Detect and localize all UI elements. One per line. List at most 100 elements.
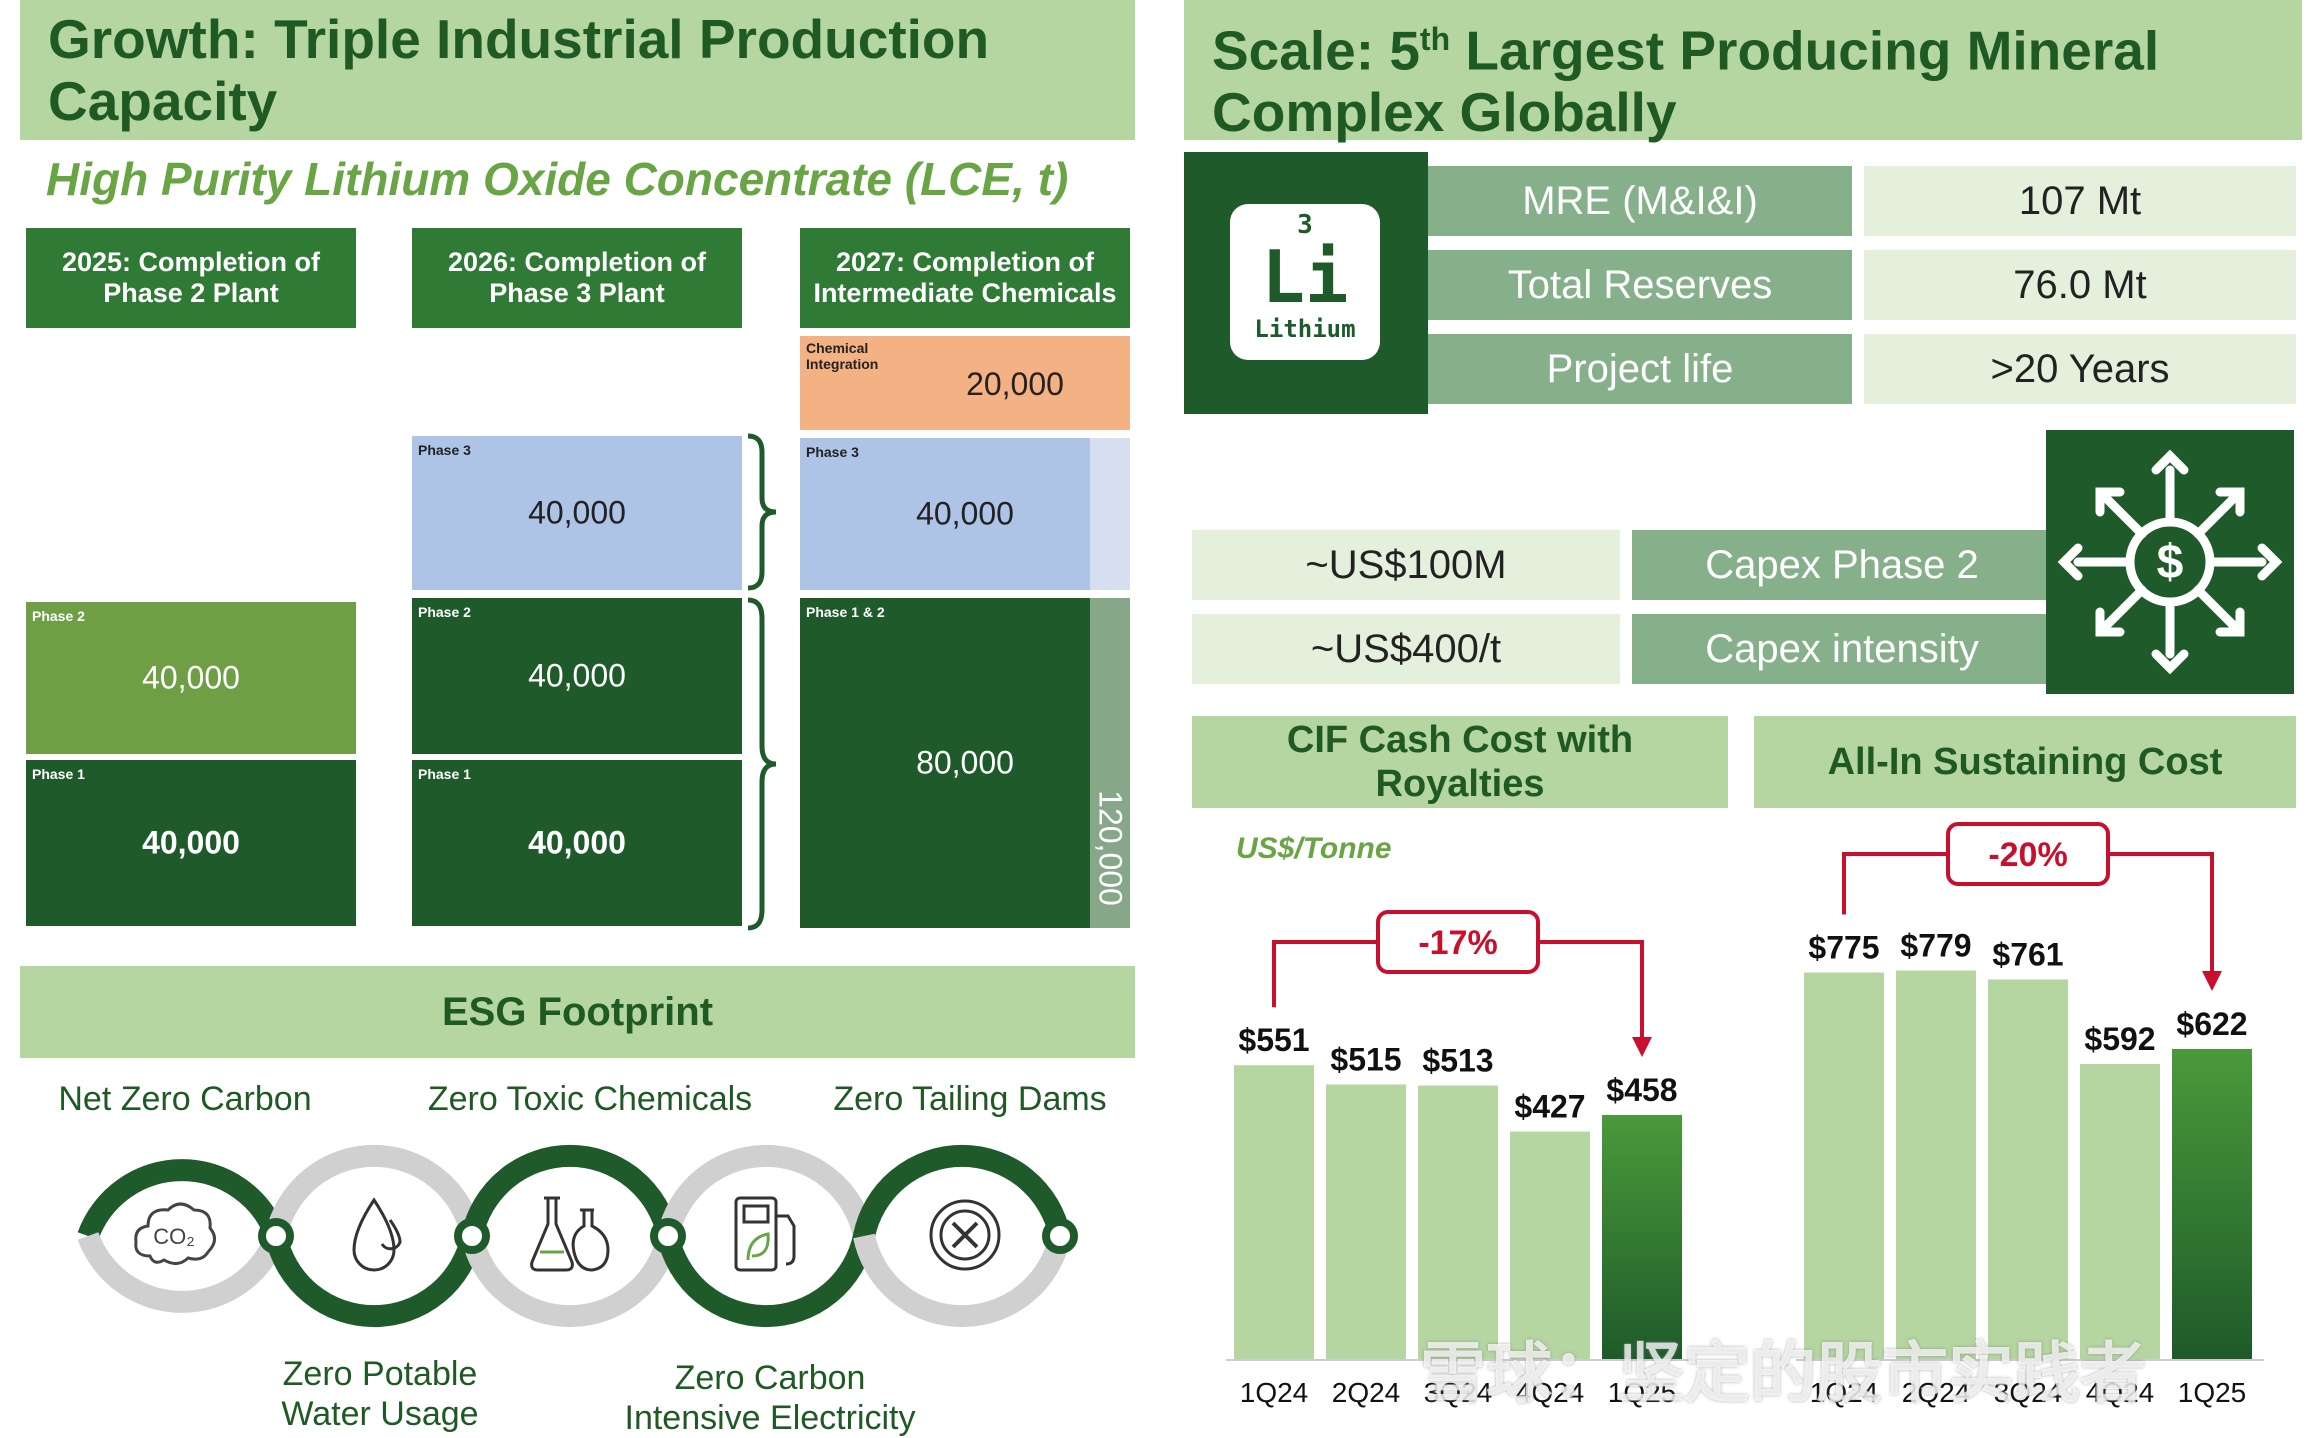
aisc-cost-chart: $775 1Q24 $779 2Q24 $761 3Q24 $592 4Q24 $622 1Q25… [1796,822,2264,1408]
scale-title-pre: Scale: 5 [1212,19,1420,82]
bar-label-1Q25: $622 [2176,1006,2247,1042]
aisc-header: All-In Sustaining Cost [1754,716,2296,808]
col2-phase3-box: Phase 3 40,000 [412,436,742,590]
co2-cloud-icon: CO₂ [134,1202,216,1265]
bar-label-2Q24: $779 [1900,928,1971,964]
growth-title-line2: Capacity [48,70,278,132]
chemical-flask-icon [530,1196,610,1272]
lithium-symbol: Li [1261,235,1349,319]
col3-phase12-box: Phase 1 & 2 80,000 [800,598,1090,928]
col2-phase1-label: Phase 1 [418,766,471,782]
esg-zero-potable-water: Zero Potable Water Usage [240,1354,520,1434]
column-title-2025: 2025: Completion of Phase 2 Plant [26,228,356,328]
col3-chem-label: Chemical Integration [806,340,879,372]
esg-title: ESG Footprint [441,989,714,1034]
esg-zero-potable-line1: Zero Potable [282,1355,478,1393]
cif-title-line2: Royalties [1375,763,1545,805]
water-drop-icon [352,1197,402,1272]
svg-text:CO₂: CO₂ [153,1224,195,1249]
col1-phase1-value: 40,000 [142,824,240,861]
dollar-network-icon: $ [2057,449,2283,675]
growth-title-line1: Growth: Triple Industrial Production [48,8,990,70]
cif-cost-chart: $551 1Q24 $515 2Q24 $513 3Q24 $427 4Q24 $458 1Q25… [1226,910,1694,1408]
col3-total-value: 120,000 [1092,790,1129,906]
category-label-2Q24: 2Q24 [1902,1377,1971,1408]
col3-phase12-value: 80,000 [916,744,1014,781]
scale-header: Scale: 5th Largest Producing Mineral Com… [1184,0,2302,143]
scale-title-line1: Scale: 5th Largest Producing Mineral [1212,8,2274,81]
col2-phase2-value: 40,000 [528,657,626,694]
cif-unit: US$/Tonne [1236,832,1392,865]
bar-label-4Q24: $592 [2084,1021,2155,1057]
category-label-1Q24: 1Q24 [1810,1377,1879,1408]
category-label-3Q24: 3Q24 [1424,1377,1493,1408]
bar-1Q24 [1804,972,1884,1360]
col1-phase1-box: Phase 1 40,000 [26,760,356,926]
bar-3Q24 [1418,1085,1498,1360]
lithium-name: Lithium [1254,315,1356,343]
no-dam-icon [929,1199,1001,1271]
col3-phase3-box: Phase 3 40,000 [800,438,1090,590]
lithium-element-card: 3 Li Lithium [1230,204,1380,360]
bar-label-2Q24: $515 [1330,1041,1401,1077]
stat-reserves-label: Total Reserves [1428,250,1852,320]
esg-zero-tailing-dams: Zero Tailing Dams [833,1080,1107,1118]
col1-phase1-label: Phase 1 [32,766,85,782]
col3-phase3-label: Phase 3 [806,444,859,460]
category-label-4Q24: 4Q24 [1516,1377,1585,1408]
bar-1Q25 [1602,1114,1682,1360]
esg-net-zero-carbon: Net Zero Carbon [58,1080,312,1118]
col3-phase12-label: Phase 1 & 2 [806,604,885,620]
category-label-2Q24: 2Q24 [1332,1377,1401,1408]
bar-1Q24 [1234,1065,1314,1360]
change-badge [1946,822,2110,886]
growth-header: Growth: Triple Industrial Production Cap… [20,0,1135,140]
bar-2Q24 [1896,970,1976,1360]
change-label: -17% [1418,924,1497,962]
capex-intensity-label: Capex intensity [1632,614,2052,684]
column-title-2027: 2027: Completion of Intermediate Chemica… [800,228,1130,328]
change-arrowhead [2202,971,2222,991]
col3-chem-value: 20,000 [966,366,1064,402]
bar-3Q24 [1988,979,2068,1360]
col2-phase2-box: Phase 2 40,000 [412,598,742,754]
stat-life-label: Project life [1428,334,1852,404]
col3-total-strip-top [1090,438,1130,590]
column-title-2026: 2026: Completion of Phase 3 Plant [412,228,742,328]
capex-phase2-label: Capex Phase 2 [1632,530,2052,600]
col2-phase1-box: Phase 1 40,000 [412,760,742,926]
stat-reserves-value: 76.0 Mt [1864,250,2296,320]
col2-phase2-label: Phase 2 [418,604,471,620]
change-arrowhead [1632,1036,1652,1057]
aisc-title: All-In Sustaining Cost [1827,741,2223,783]
bar-label-3Q24: $761 [1992,937,2063,973]
svg-text:$: $ [2157,536,2184,589]
esg-zero-toxic-chemicals: Zero Toxic Chemicals [427,1080,753,1118]
stat-mre-label: MRE (M&I&I) [1428,166,1852,236]
category-label-1Q25: 1Q25 [1608,1377,1677,1408]
esg-zero-carbon-electricity: Zero Carbon Intensive Electricity [600,1358,940,1438]
change-label: -20% [1988,836,2067,874]
bar-label-4Q24: $427 [1514,1089,1585,1125]
category-label-3Q24: 3Q24 [1994,1377,2063,1408]
growth-subtitle: High Purity Lithium Oxide Concentrate (L… [46,153,1069,205]
stat-mre-value: 107 Mt [1864,166,2296,236]
bar-4Q24 [2080,1064,2160,1360]
col1-phase2-label: Phase 2 [32,608,85,624]
watermark: 雪球：坚定的股市实践者 [1420,1336,2146,1410]
capex-tile: $ [2046,430,2294,694]
col2-phase3-label: Phase 3 [418,442,471,458]
cif-title-line1: CIF Cash Cost with [1286,719,1634,761]
bar-label-1Q25: $458 [1606,1072,1677,1108]
col3-total-strip: 120,000 [1090,598,1130,928]
cif-header: CIF Cash Cost with Royalties [1192,716,1728,808]
esg-zero-carbon-line1: Zero Carbon [674,1359,866,1397]
col1-phase2-box: Phase 2 40,000 [26,602,356,754]
brace-phase12 [747,597,777,931]
esg-header: ESG Footprint [20,966,1135,1058]
brace-phase3 [747,433,777,591]
category-label-1Q25: 1Q25 [2178,1377,2247,1408]
capex-intensity-value: ~US$400/t [1192,614,1620,684]
bar-label-1Q24: $775 [1808,930,1879,966]
col3-chem-box: Chemical Integration 20,000 [800,336,1130,430]
